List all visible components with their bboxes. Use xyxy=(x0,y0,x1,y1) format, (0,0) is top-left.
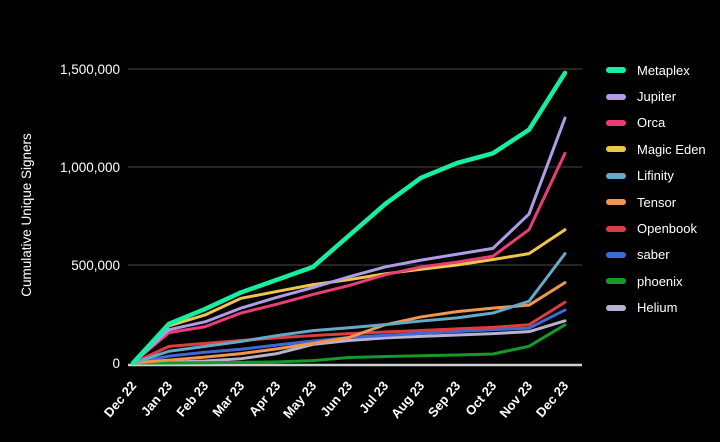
x-tick-label: Mar 23 xyxy=(209,378,247,419)
x-tick-label: Aug 23 xyxy=(388,378,427,421)
jupiter-swatch-icon xyxy=(606,93,626,100)
legend-label: Magic Eden xyxy=(637,141,706,157)
series-line-lifinity xyxy=(131,252,567,365)
series-line-metaplex xyxy=(130,70,568,366)
legend-item-jupiter: Jupiter xyxy=(606,83,706,109)
legend-label: Helium xyxy=(637,300,678,316)
x-tick-label: Sep 23 xyxy=(425,378,463,420)
legend-label: Tensor xyxy=(637,194,677,210)
x-tick-label: Jul 23 xyxy=(356,378,391,416)
y-tick-label: 1,000,000 xyxy=(60,160,120,175)
legend-item-metaplex: Metaplex xyxy=(606,57,706,83)
series-line-orca xyxy=(131,151,567,365)
metaplex-swatch-icon xyxy=(606,67,626,74)
x-tick-label: Feb 23 xyxy=(173,378,211,419)
x-tick-label: Apr 23 xyxy=(246,378,284,419)
legend-item-saber: saber xyxy=(606,242,706,268)
x-tick-label: Jun 23 xyxy=(317,378,355,419)
saber-swatch-icon xyxy=(606,251,626,258)
series-line-magic-eden xyxy=(131,228,567,365)
legend-item-lifinity: Lifinity xyxy=(606,163,706,189)
legend-item-tensor: Tensor xyxy=(606,189,706,215)
openbook-swatch-icon xyxy=(606,225,626,232)
x-tick-label: Dec 22 xyxy=(101,378,139,420)
x-tick-label: May 23 xyxy=(280,378,319,421)
series-line-helium xyxy=(131,319,567,365)
series-line-jupiter xyxy=(131,116,567,365)
series-line-phoenix xyxy=(131,323,567,365)
lifinity-swatch-icon xyxy=(606,172,626,179)
x-tick-label: Oct 23 xyxy=(462,378,499,418)
legend-item-openbook: Openbook xyxy=(606,215,706,241)
x-tick-label: Dec 23 xyxy=(533,378,571,420)
x-tick-label: Nov 23 xyxy=(496,378,535,420)
legend-label: Jupiter xyxy=(637,89,677,105)
chart-title: Solana Protocols - 2023 Unique Signers xyxy=(86,14,514,39)
phoenix-swatch-icon xyxy=(606,278,626,285)
legend-label: phoenix xyxy=(637,273,683,289)
legend-item-helium: Helium xyxy=(606,295,706,321)
legend-label: saber xyxy=(637,247,670,263)
tensor-swatch-icon xyxy=(606,199,626,206)
legend-label: Metaplex xyxy=(637,62,690,78)
legend-item-orca: Orca xyxy=(606,110,706,136)
orca-swatch-icon xyxy=(606,119,626,126)
helium-swatch-icon xyxy=(606,304,626,311)
legend-item-magic-eden: Magic Eden xyxy=(606,136,706,162)
legend: Metaplex Jupiter Orca Magic Eden Lifinit… xyxy=(606,57,706,321)
legend-label: Openbook xyxy=(637,221,697,237)
legend-label: Lifinity xyxy=(637,168,674,184)
series-line-openbook xyxy=(131,300,567,365)
x-tick-label: Jan 23 xyxy=(138,378,176,419)
magic-eden-swatch-icon xyxy=(606,146,626,153)
legend-item-phoenix: phoenix xyxy=(606,268,706,294)
series-line-tensor xyxy=(131,281,567,365)
y-tick-label: 500,000 xyxy=(71,258,120,273)
legend-label: Orca xyxy=(637,115,666,131)
y-tick-label: 0 xyxy=(112,356,120,371)
y-tick-label: 1,500,000 xyxy=(60,62,120,77)
